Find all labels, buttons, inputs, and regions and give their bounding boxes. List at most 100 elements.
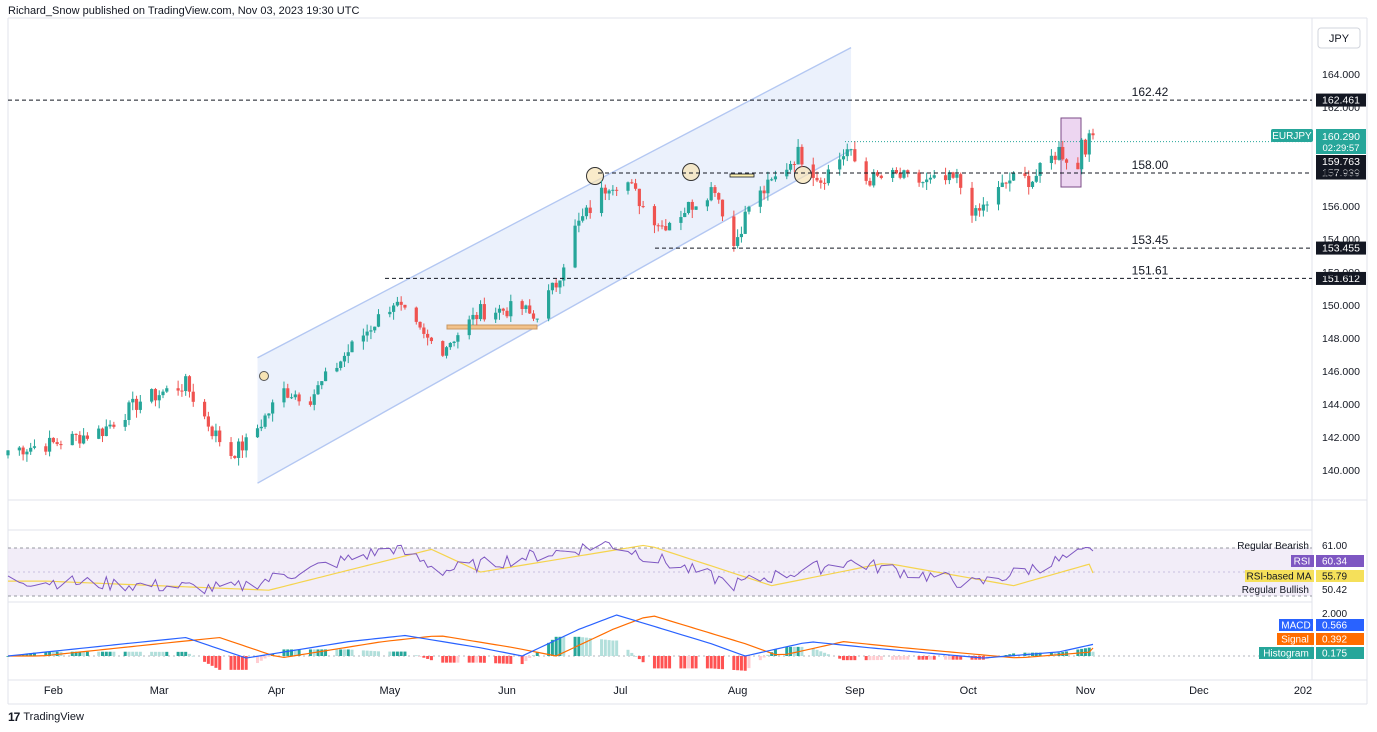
candle-body [74,433,78,435]
histogram-bar [191,655,195,657]
candle-body [599,187,604,214]
signal-value: 0.392 [1322,635,1347,646]
histogram-bar [297,649,301,656]
candle-body [819,180,823,183]
histogram-bar [153,651,157,656]
candle-body [369,330,373,332]
candle-body [758,190,762,207]
histogram-bar [157,651,161,656]
histogram-bar [970,656,974,660]
candle-body [157,395,161,401]
histogram-bar [679,656,683,669]
candle-body [418,321,422,328]
tradingview-brand: TradingView [23,711,84,723]
channel-lower-line[interactable] [257,149,852,484]
candle-body [652,206,657,226]
time-tick: Mar [150,685,169,697]
level-badge-153.45 [1316,241,1366,255]
candle-body [176,388,180,391]
signal-line [8,615,1094,659]
zone-aug-marker[interactable] [729,173,755,178]
candle-body [875,172,880,176]
histogram-bar [346,649,350,656]
candle-body [588,207,592,214]
candle-body [180,390,184,392]
candle-body [471,314,475,320]
circle-marker-jun[interactable] [586,167,604,185]
histogram-bar [335,649,339,656]
support-zone-june[interactable] [446,324,538,330]
histogram-bar [686,656,690,669]
currency-button[interactable] [1317,27,1361,49]
candle-body [925,179,929,183]
candle-body [403,304,407,308]
circle-marker-aug[interactable] [794,166,812,184]
histogram-bar [811,648,815,656]
candle-body [974,208,978,216]
histogram-bar [150,651,154,656]
histogram-bar [426,656,430,659]
histogram-bar [717,656,721,669]
candle-body [562,267,566,281]
candle-body [928,177,933,180]
channel-upper-line[interactable] [257,46,852,359]
histogram-bar [921,656,925,660]
candle-body [82,435,86,444]
histogram-bar [184,651,188,656]
histogram-bar [135,651,139,656]
candle-body [293,394,297,398]
candle-body [271,402,275,414]
candle-body [981,204,985,211]
circle-marker-jul[interactable] [682,163,700,181]
histogram-bar [550,639,554,656]
candle-body [1004,182,1008,184]
candle-body [365,331,369,336]
candle-body [535,318,539,320]
histogram-bar [868,656,872,661]
histogram-bar [951,656,955,660]
candle-body [667,222,672,231]
candle-body [312,394,316,405]
candle-body [346,352,350,356]
candle-body [736,237,740,246]
histogram-bar [497,656,501,664]
macd-pane[interactable]: 2.000 MACD 0.566 Signal 0.392 Histogram … [6,609,1365,671]
candle-body [335,367,339,372]
level-badge-151.61 [1316,271,1366,285]
histogram-bar [422,656,426,658]
candle-body [244,437,248,451]
histogram-bar [342,649,346,656]
time-tick: Oct [960,685,977,697]
time-axis[interactable]: Feb Mar Apr May Jun Jul Aug Sep Oct Nov Dec 202 [44,685,1312,697]
candle-body [917,172,921,183]
candle-body [55,442,59,445]
histogram-bar [206,656,210,664]
candle-body [373,326,377,331]
candle-body [573,225,577,268]
candle-body [679,217,683,223]
histogram-bar [78,651,82,656]
candle-body [104,426,108,437]
histogram-bar [104,651,108,656]
candle-body [739,233,744,238]
candle-body [150,389,154,402]
circle-marker-apr[interactable] [259,371,269,381]
histogram-bar [600,639,604,656]
histogram-bar [82,651,86,656]
symbol-badge-text: EURJPY [1272,131,1312,142]
candle-body [796,146,800,165]
price-tick: 164.000 [1322,69,1360,81]
histogram-bar [944,656,948,660]
histogram-bar [399,651,403,656]
candle-body [766,179,770,194]
histogram-bar [841,656,845,661]
histogram-bar [554,636,558,656]
histogram-bar [535,651,539,656]
rsi-pane[interactable]: Regular Bearish 61.00 RSI 60.34 RSI-base… [7,540,1364,597]
candle-body [898,173,902,178]
histogram-bar [637,656,641,660]
histogram-bar [906,656,910,660]
candlestick-series[interactable] [6,128,1095,466]
histogram-bar [705,656,709,669]
